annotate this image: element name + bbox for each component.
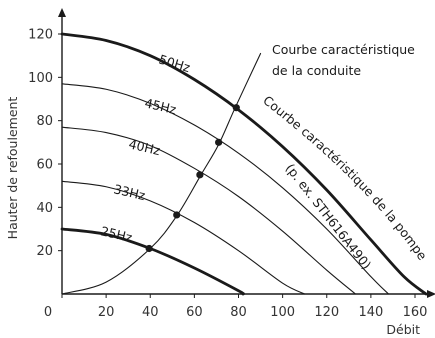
operating-point <box>145 244 153 253</box>
conduite-annotation-line1: Courbe caractéristique <box>272 42 415 57</box>
x-tick-label: 140 <box>358 305 383 320</box>
pump-curve-33hz <box>61 180 306 295</box>
tick-labels: 0 20 40 60 80 100 120 140 160 20 40 60 80 100 120 <box>28 28 427 321</box>
series-label-45hz: 45Hz <box>143 95 178 117</box>
operating-points <box>145 104 240 253</box>
series-label-40hz: 40Hz <box>127 136 162 158</box>
x-tick-label: 120 <box>314 305 339 320</box>
y-tick-label: 20 <box>36 244 53 259</box>
y-tick-label: 80 <box>36 114 53 129</box>
y-tick-label: 120 <box>28 28 53 43</box>
x-tick-label: 20 <box>98 305 115 320</box>
x-axis-title: Débit <box>386 322 420 337</box>
series-label-33hz: 33Hz <box>112 181 147 203</box>
pump-curve-45hz <box>61 83 390 295</box>
operating-point <box>232 104 240 112</box>
x-tick-label: 100 <box>270 305 295 320</box>
x-axis-arrow <box>427 290 435 298</box>
operating-point <box>215 138 223 146</box>
curves: 50Hz 45Hz 40Hz 33Hz 25Hz <box>60 32 428 296</box>
y-axis-arrow <box>58 8 66 17</box>
pump-curve-50hz <box>60 32 428 296</box>
y-axis-title: Hauter de refoulement <box>5 97 20 240</box>
pump-curve-40hz <box>61 126 356 295</box>
axes <box>58 8 435 298</box>
x-tick-label: 80 <box>230 305 247 320</box>
y-tick-label: 60 <box>36 158 53 173</box>
y-tick-label: 40 <box>36 201 53 216</box>
x-tick-label: 160 <box>403 305 428 320</box>
series-label-25hz: 25Hz <box>99 223 134 245</box>
pump-curve-25hz <box>60 227 245 296</box>
operating-point <box>173 211 181 219</box>
x-tick-label: 60 <box>186 305 203 320</box>
x-tick-label: 40 <box>142 305 159 320</box>
operating-point <box>196 171 204 179</box>
y-tick-label: 100 <box>28 71 53 86</box>
series-label-50hz: 50Hz <box>157 52 192 76</box>
x-tick-label: 0 <box>44 305 52 320</box>
conduite-annotation-line2: de la conduite <box>272 63 361 78</box>
system-curve-courbe-caract-ristique-de-la-conduite <box>61 52 262 295</box>
